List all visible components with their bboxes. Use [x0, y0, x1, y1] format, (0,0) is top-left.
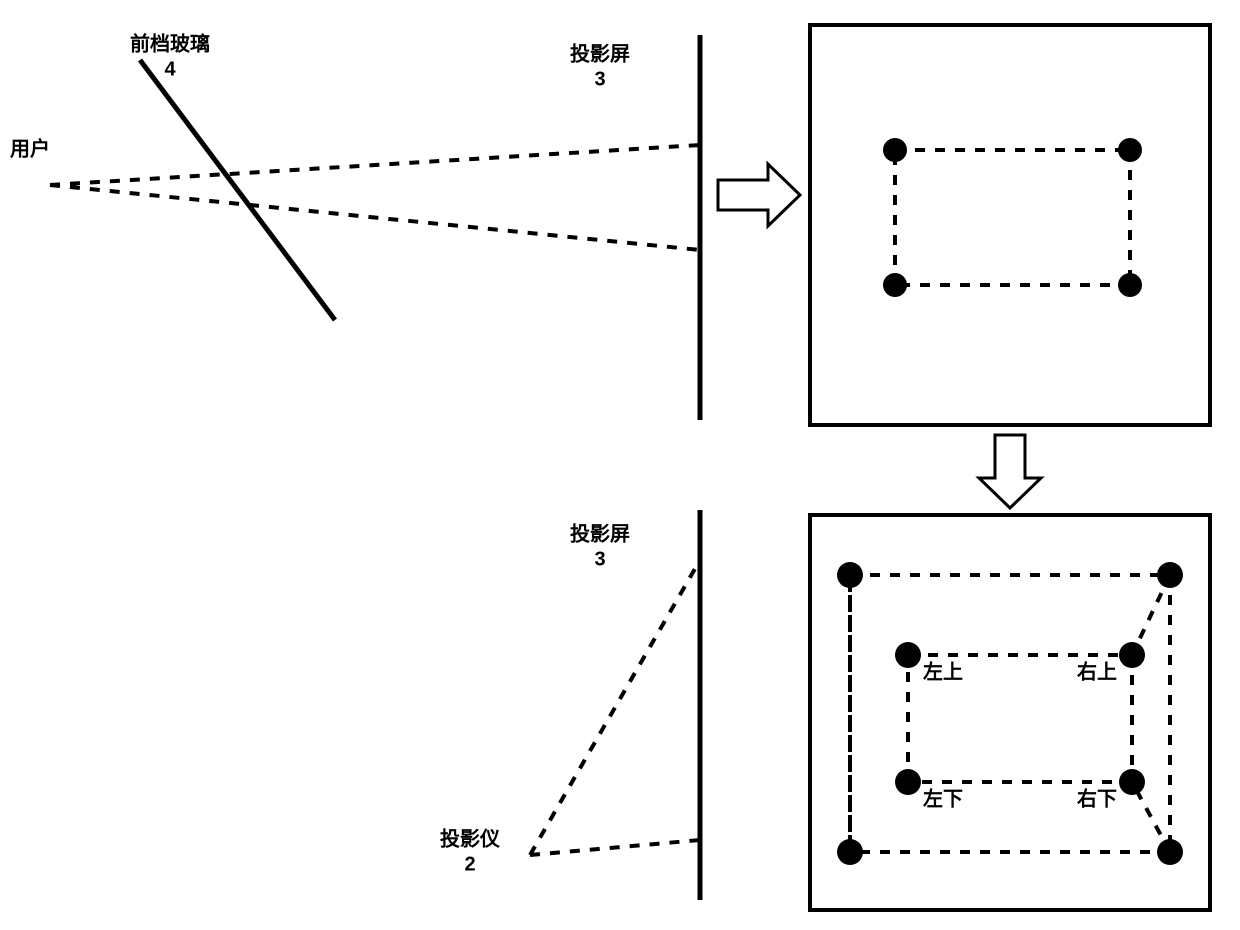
corner-label-corner_bl: 左下 [923, 786, 963, 810]
label-screen-bottom-num: 3 [594, 548, 605, 570]
outer-dot-2 [837, 839, 863, 865]
proj-ray-top [530, 560, 700, 855]
link-tr [1132, 575, 1170, 655]
label-screen-top: 投影屏 [570, 41, 630, 65]
inner-dot-2 [895, 769, 921, 795]
bottom-right-panel: 左上 右上左下 右下 [810, 515, 1210, 910]
sight-ray-bottom [50, 185, 700, 250]
outer-dot-1 [1157, 562, 1183, 588]
label-windshield-num: 4 [164, 58, 176, 80]
corner-dot-2 [883, 273, 907, 297]
outer-dot-0 [837, 562, 863, 588]
label-projector-num: 2 [464, 853, 475, 875]
corner-dot-1 [1118, 138, 1142, 162]
corner-dot-3 [1118, 273, 1142, 297]
bottom-left-scene: 投影屏 3 投影仪 2 [440, 510, 700, 900]
panel-frame [810, 25, 1210, 425]
top-left-scene: 用户 前档玻璃 4 投影屏 3 [10, 31, 700, 420]
corner-dot-0 [883, 138, 907, 162]
label-screen-top-num: 3 [594, 68, 605, 90]
outer-dot-3 [1157, 839, 1183, 865]
label-windshield: 前档玻璃 [130, 31, 210, 55]
proj-ray-bottom [530, 840, 700, 855]
arrow-right-icon [718, 164, 800, 226]
label-projector: 投影仪 [440, 826, 501, 850]
inner-dot-1 [1119, 642, 1145, 668]
corner-label-corner_br: 右下 [1077, 786, 1117, 810]
label-user: 用户 [10, 136, 50, 160]
arrow-down-icon [979, 435, 1041, 508]
corner-label-corner_tl: 左上 [923, 659, 963, 683]
top-right-panel [810, 25, 1210, 425]
label-screen-bottom: 投影屏 [570, 521, 630, 545]
corner-label-corner_tr: 右上 [1077, 659, 1117, 683]
inner-dot-3 [1119, 769, 1145, 795]
sight-ray-top [50, 145, 700, 185]
windshield-line [140, 60, 335, 320]
inner-dot-0 [895, 642, 921, 668]
